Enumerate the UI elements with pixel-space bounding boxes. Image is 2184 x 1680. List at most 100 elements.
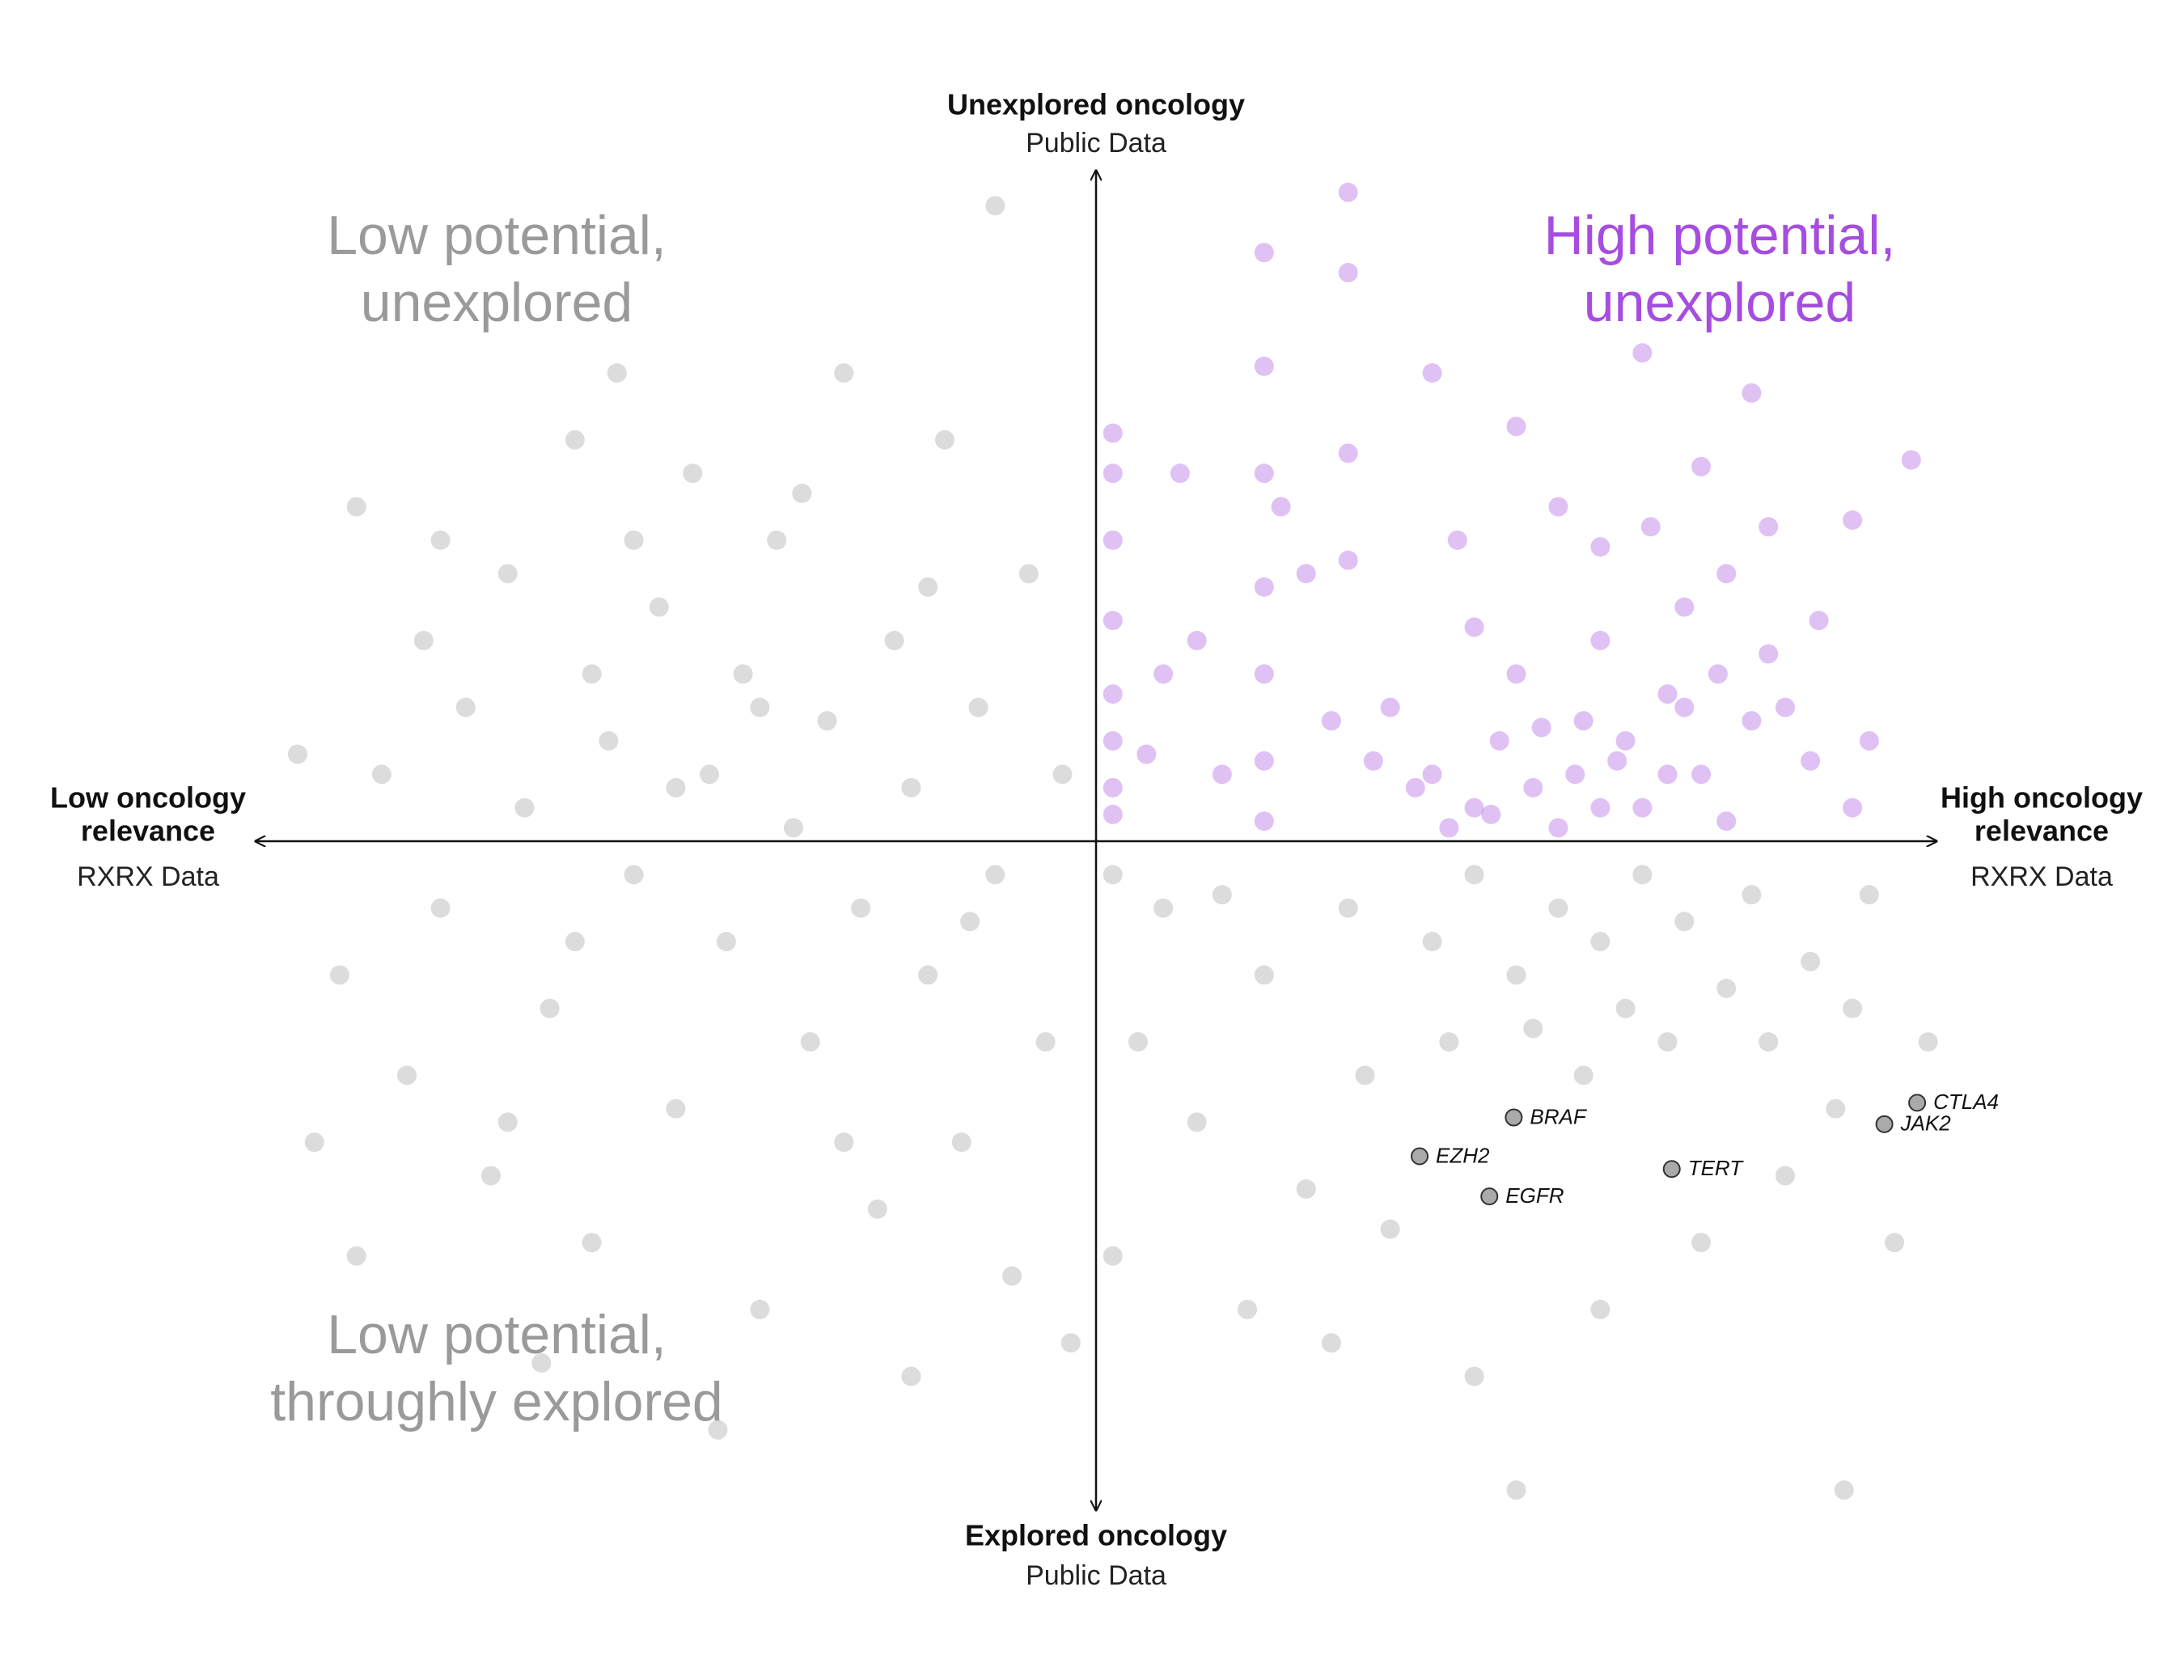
point: [1380, 697, 1400, 717]
point: [985, 865, 1005, 885]
point: [1187, 1112, 1207, 1132]
point: [1742, 711, 1762, 731]
point: [1901, 450, 1921, 470]
point: [1422, 363, 1442, 383]
point: [582, 1233, 602, 1253]
point: [1716, 978, 1737, 998]
point: [1573, 1065, 1594, 1085]
point: [565, 430, 585, 450]
point: [1742, 885, 1762, 905]
point: [1187, 630, 1207, 650]
labeled-point: [1480, 1187, 1499, 1206]
point: [1464, 617, 1484, 637]
point: [1338, 443, 1358, 463]
point: [666, 777, 686, 798]
quadrant-label: High potential,: [1544, 205, 1896, 266]
point: [1506, 965, 1526, 985]
point: [1018, 564, 1039, 584]
point: [1439, 818, 1459, 838]
point: [985, 196, 1005, 216]
point: [1657, 764, 1678, 785]
point: [1859, 885, 1879, 905]
point-label: EZH2: [1436, 1143, 1490, 1167]
point-label: CTLA4: [1933, 1090, 1999, 1114]
point: [1918, 1032, 1938, 1052]
point: [1674, 912, 1695, 932]
point: [497, 1112, 518, 1132]
point: [1590, 932, 1610, 952]
point: [867, 1199, 887, 1219]
point: [1254, 811, 1274, 832]
x-axis-left-subtitle: RXRX Data: [77, 861, 219, 892]
point: [783, 818, 803, 838]
labeled-point: [1662, 1160, 1681, 1179]
point: [1548, 497, 1568, 517]
point: [397, 1065, 417, 1085]
point: [951, 1132, 971, 1153]
point: [1153, 664, 1174, 684]
point: [1405, 777, 1425, 798]
point: [540, 998, 560, 1018]
point: [1708, 664, 1728, 684]
point: [1615, 998, 1636, 1018]
point: [960, 912, 980, 932]
point: [1422, 932, 1442, 952]
point: [800, 1032, 820, 1052]
x-axis-left-title: Low oncology: [50, 781, 246, 815]
point: [1590, 537, 1610, 557]
point: [1254, 577, 1274, 597]
point: [1742, 383, 1762, 403]
point: [1885, 1233, 1905, 1253]
point: [1691, 456, 1712, 476]
point: [430, 530, 451, 550]
point: [1632, 343, 1653, 363]
point: [497, 564, 518, 584]
point: [1103, 777, 1123, 798]
point: [1775, 1166, 1795, 1186]
quadrant-label: Low potential,: [327, 1304, 667, 1365]
point: [1153, 898, 1174, 918]
point: [1481, 804, 1501, 824]
point: [1170, 463, 1190, 484]
point: [1826, 1098, 1846, 1119]
x-axis-right-title: relevance: [1974, 815, 2109, 848]
point: [716, 932, 736, 952]
point: [565, 932, 585, 952]
point: [1615, 730, 1636, 751]
point: [792, 483, 812, 503]
point: [834, 1132, 854, 1153]
point: [599, 730, 619, 751]
point: [413, 630, 434, 650]
point: [1590, 1299, 1610, 1319]
labeled-point: [1908, 1094, 1927, 1112]
point: [918, 577, 938, 597]
point-label: BRAF: [1530, 1104, 1587, 1128]
point: [582, 664, 602, 684]
point: [1759, 517, 1779, 537]
point: [1296, 1179, 1316, 1200]
quadrant-label: throughly explored: [270, 1371, 722, 1432]
point: [1506, 417, 1526, 437]
point: [1531, 717, 1551, 738]
point: [1843, 998, 1863, 1018]
labeled-point: [1505, 1108, 1523, 1127]
point: [1238, 1299, 1258, 1319]
quadrant-label: unexplored: [1584, 272, 1856, 333]
point: [934, 430, 954, 450]
point: [1380, 1219, 1400, 1239]
point: [1716, 811, 1737, 832]
labeled-point: [1875, 1115, 1894, 1133]
point: [1843, 798, 1863, 818]
point: [1506, 664, 1526, 684]
point: [1657, 1032, 1678, 1052]
point: [1590, 798, 1610, 818]
point: [901, 1366, 921, 1386]
point: [430, 898, 451, 918]
point: [1573, 711, 1594, 731]
point: [1128, 1032, 1148, 1052]
point: [1422, 764, 1442, 785]
x-axis-right-subtitle: RXRX Data: [1970, 861, 2113, 892]
point: [371, 764, 392, 785]
point: [607, 363, 627, 383]
